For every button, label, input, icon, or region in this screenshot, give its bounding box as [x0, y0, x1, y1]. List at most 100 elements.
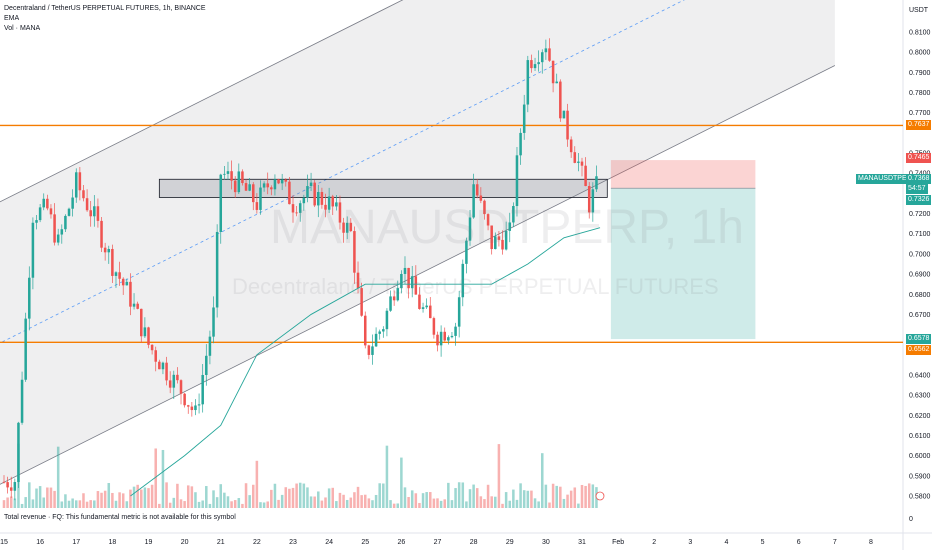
- candle-body[interactable]: [277, 179, 280, 184]
- candle-body[interactable]: [327, 196, 331, 210]
- candle-body[interactable]: [320, 192, 324, 205]
- candle-body[interactable]: [486, 214, 490, 226]
- candle-body[interactable]: [172, 374, 176, 388]
- candle-body[interactable]: [56, 234, 60, 243]
- candle-body[interactable]: [421, 307, 425, 309]
- candle-body[interactable]: [255, 202, 259, 210]
- candle-body[interactable]: [161, 362, 165, 370]
- candle-body[interactable]: [89, 210, 92, 217]
- candle-body[interactable]: [584, 165, 587, 187]
- stop-loss-zone[interactable]: [610, 160, 756, 189]
- candle-body[interactable]: [107, 248, 111, 253]
- candle-body[interactable]: [450, 335, 454, 338]
- candle-body[interactable]: [497, 236, 501, 240]
- candle-body[interactable]: [190, 406, 194, 411]
- candle-body[interactable]: [425, 305, 428, 308]
- candle-body[interactable]: [548, 48, 551, 61]
- candle-body[interactable]: [165, 362, 168, 381]
- candle-body[interactable]: [562, 110, 566, 119]
- candle-body[interactable]: [262, 183, 266, 188]
- candle-body[interactable]: [559, 81, 562, 119]
- candle-body[interactable]: [194, 405, 197, 411]
- candle-body[interactable]: [259, 187, 262, 210]
- candle-body[interactable]: [154, 350, 157, 362]
- candle-body[interactable]: [64, 215, 67, 230]
- candle-body[interactable]: [284, 179, 288, 182]
- candle-body[interactable]: [519, 132, 522, 156]
- candle-body[interactable]: [9, 487, 13, 491]
- candle-body[interactable]: [2, 481, 6, 483]
- candle-body[interactable]: [233, 180, 237, 193]
- candle-body[interactable]: [147, 327, 150, 345]
- candle-body[interactable]: [46, 198, 49, 209]
- candle-body[interactable]: [515, 155, 519, 207]
- candle-body[interactable]: [298, 203, 302, 213]
- candle-body[interactable]: [201, 374, 204, 405]
- candle-body[interactable]: [508, 222, 512, 231]
- candle-body[interactable]: [447, 337, 450, 341]
- candle-body[interactable]: [129, 281, 132, 307]
- candle-body[interactable]: [125, 281, 129, 286]
- price-axis-panel[interactable]: [903, 0, 932, 550]
- candle-body[interactable]: [143, 327, 147, 337]
- candle-body[interactable]: [573, 152, 577, 163]
- candle-body[interactable]: [439, 331, 443, 346]
- legend-ema[interactable]: EMA: [4, 15, 20, 22]
- candle-body[interactable]: [468, 217, 472, 241]
- candle-body[interactable]: [270, 187, 273, 190]
- candle-body[interactable]: [403, 267, 407, 274]
- candle-body[interactable]: [465, 240, 468, 264]
- candle-body[interactable]: [295, 212, 298, 214]
- candle-body[interactable]: [74, 172, 78, 198]
- candle-body[interactable]: [215, 231, 219, 308]
- candle-body[interactable]: [569, 139, 573, 153]
- candle-body[interactable]: [78, 172, 82, 191]
- candle-body[interactable]: [219, 174, 223, 232]
- candle-body[interactable]: [382, 329, 385, 332]
- candle-body[interactable]: [60, 229, 64, 235]
- candle-body[interactable]: [17, 422, 20, 483]
- candle-body[interactable]: [454, 326, 457, 336]
- channel-median-line[interactable]: [0, 0, 835, 345]
- candle-body[interactable]: [6, 482, 9, 488]
- candle-body[interactable]: [96, 206, 100, 221]
- candle-body[interactable]: [150, 344, 154, 351]
- candle-body[interactable]: [121, 278, 125, 286]
- candle-body[interactable]: [208, 336, 212, 356]
- supply-demand-zone[interactable]: [158, 178, 608, 198]
- candle-body[interactable]: [580, 161, 584, 166]
- candle-body[interactable]: [345, 222, 349, 233]
- candle-body[interactable]: [93, 206, 96, 217]
- candle-body[interactable]: [132, 303, 136, 307]
- candle-body[interactable]: [555, 81, 558, 84]
- candle-body[interactable]: [374, 333, 378, 347]
- candle-body[interactable]: [183, 393, 186, 406]
- candle-body[interactable]: [429, 305, 432, 319]
- candle-body[interactable]: [71, 197, 74, 209]
- candle-body[interactable]: [309, 182, 313, 187]
- candle-body[interactable]: [363, 315, 367, 346]
- candle-body[interactable]: [212, 307, 215, 337]
- candle-body[interactable]: [85, 198, 89, 211]
- candle-body[interactable]: [512, 206, 515, 223]
- candle-body[interactable]: [591, 189, 595, 213]
- candle-body[interactable]: [13, 482, 17, 491]
- candle-body[interactable]: [82, 190, 85, 199]
- candle-body[interactable]: [342, 222, 345, 233]
- candle-body[interactable]: [179, 380, 183, 394]
- candle-body[interactable]: [504, 230, 508, 250]
- candle-body[interactable]: [158, 361, 161, 370]
- candle-body[interactable]: [38, 207, 42, 221]
- candle-body[interactable]: [291, 204, 295, 213]
- candle-body[interactable]: [313, 182, 316, 206]
- candle-body[interactable]: [526, 60, 530, 105]
- candlesticks[interactable]: [2, 38, 598, 501]
- candle-body[interactable]: [483, 200, 486, 215]
- ema-line[interactable]: [130, 227, 601, 497]
- candle-body[interactable]: [522, 104, 526, 133]
- candle-body[interactable]: [280, 179, 284, 184]
- candle-body[interactable]: [251, 184, 255, 203]
- legend-volume[interactable]: Vol · MANA: [4, 25, 41, 32]
- candle-body[interactable]: [472, 184, 475, 218]
